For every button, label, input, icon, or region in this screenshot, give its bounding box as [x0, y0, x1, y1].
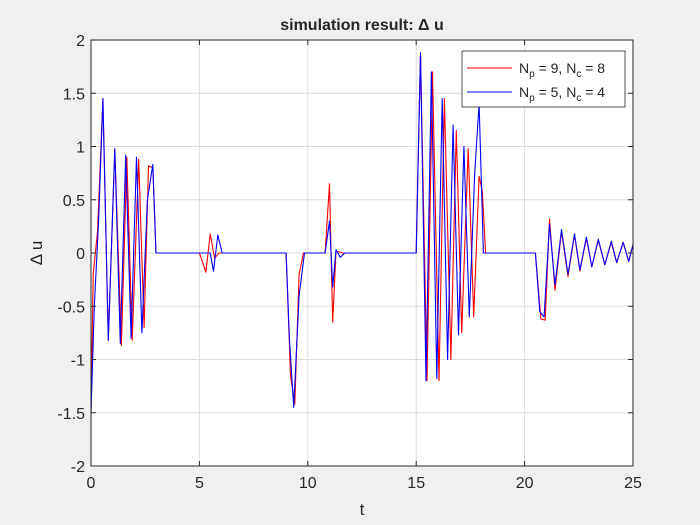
x-axis-ticks: 0 5 10 15 20 25 — [87, 40, 642, 492]
legend-red-end: = 8 — [581, 60, 605, 76]
plot-lines — [90, 52, 634, 415]
legend-red-sub-c: c — [576, 69, 581, 80]
x-tick-label: 25 — [624, 475, 642, 492]
legend-blue-sub-c: c — [576, 93, 581, 104]
legend: Np = 9, Nc = 8 Np = 5, Nc = 4 — [461, 50, 626, 108]
y-tick-label: -1 — [71, 353, 85, 370]
y-tick-label: 0.5 — [63, 193, 85, 210]
chart-title: simulation result: Δ u — [280, 17, 444, 34]
x-tick-label: 15 — [407, 475, 425, 492]
x-axis-label: t — [360, 500, 365, 519]
x-tick-label: 10 — [299, 475, 317, 492]
series-line-blue — [90, 52, 634, 413]
legend-red-mid: = 9, N — [535, 60, 577, 76]
legend-blue-sub-p: p — [529, 93, 535, 104]
legend-blue-mid: = 5, N — [535, 84, 577, 100]
legend-red-n: N — [519, 60, 529, 76]
y-axis-ticks: -2 -1.5 -1 -0.5 0 0.5 1 1.5 2 — [57, 33, 633, 476]
legend-entry-blue: Np = 5, Nc = 4 — [519, 84, 605, 104]
y-tick-label: -2 — [71, 459, 85, 476]
legend-entry-red: Np = 9, Nc = 8 — [519, 60, 605, 80]
legend-box — [461, 50, 626, 108]
legend-blue-end: = 4 — [581, 84, 605, 100]
x-tick-label: 5 — [195, 475, 204, 492]
y-tick-label: 0 — [76, 246, 85, 263]
y-tick-label: 2 — [76, 33, 85, 50]
legend-blue-n: N — [519, 84, 529, 100]
y-tick-label: 1.5 — [63, 86, 85, 103]
y-axis-label: Δ u — [27, 241, 46, 266]
x-tick-label: 0 — [87, 475, 96, 492]
y-tick-label: -0.5 — [57, 299, 85, 316]
y-tick-label: 1 — [76, 140, 85, 157]
legend-red-sub-p: p — [529, 69, 535, 80]
y-tick-label: -1.5 — [57, 406, 85, 423]
x-tick-label: 20 — [516, 475, 534, 492]
